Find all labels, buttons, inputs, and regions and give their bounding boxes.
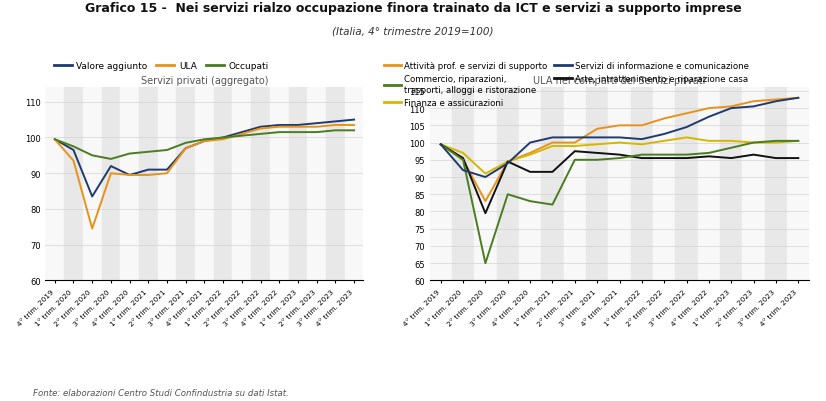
Bar xyxy=(720,88,743,281)
Bar xyxy=(787,88,809,281)
Bar xyxy=(251,88,270,281)
Bar xyxy=(232,88,251,281)
Bar xyxy=(541,88,563,281)
Bar xyxy=(139,88,158,281)
Bar xyxy=(743,88,765,281)
Bar xyxy=(430,88,452,281)
Bar xyxy=(474,88,496,281)
Bar xyxy=(698,88,720,281)
Text: (Italia, 4° trimestre 2019=100): (Italia, 4° trimestre 2019=100) xyxy=(332,26,494,36)
Bar xyxy=(102,88,121,281)
Bar xyxy=(344,88,363,281)
Bar xyxy=(765,88,787,281)
Text: Grafico 15 -  Nei servizi rialzo occupazione finora trainato da ICT e servizi a : Grafico 15 - Nei servizi rialzo occupazi… xyxy=(84,2,742,15)
Bar xyxy=(608,88,631,281)
Legend: Attività prof. e servizi di supporto, Commercio, riparazioni,
trasporti, alloggi: Attività prof. e servizi di supporto, Co… xyxy=(380,59,752,111)
Bar xyxy=(326,88,344,281)
Bar xyxy=(158,88,177,281)
Bar xyxy=(452,88,474,281)
Legend: Valore aggiunto, ULA, Occupati: Valore aggiunto, ULA, Occupati xyxy=(50,59,273,75)
Bar xyxy=(519,88,541,281)
Bar xyxy=(195,88,214,281)
Bar xyxy=(631,88,653,281)
Bar xyxy=(83,88,102,281)
Bar xyxy=(653,88,676,281)
Bar xyxy=(307,88,326,281)
Bar xyxy=(288,88,307,281)
Bar xyxy=(270,88,288,281)
Bar xyxy=(496,88,519,281)
Bar xyxy=(214,88,232,281)
Text: Fonte: elaborazioni Centro Studi Confindustria su dati Istat.: Fonte: elaborazioni Centro Studi Confind… xyxy=(33,388,289,397)
Bar xyxy=(121,88,139,281)
Bar xyxy=(64,88,83,281)
Title: ULA nei comparti dei Servizi privati: ULA nei comparti dei Servizi privati xyxy=(534,76,705,86)
Title: Servizi privati (aggregato): Servizi privati (aggregato) xyxy=(140,76,268,86)
Bar xyxy=(676,88,698,281)
Bar xyxy=(586,88,608,281)
Bar xyxy=(177,88,195,281)
Bar xyxy=(563,88,586,281)
Bar xyxy=(45,88,64,281)
